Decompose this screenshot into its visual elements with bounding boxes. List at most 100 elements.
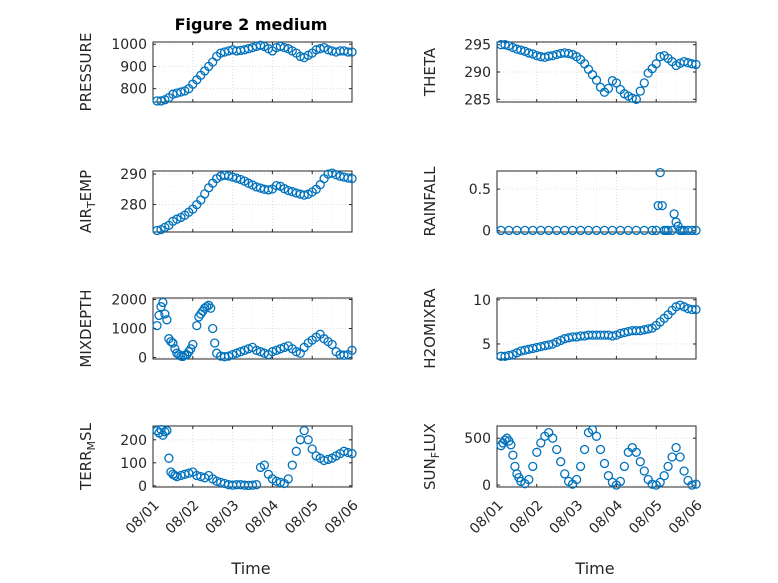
data-point: [287, 187, 297, 197]
data-point: [528, 461, 538, 472]
data-point: [639, 78, 649, 88]
data-point: [691, 225, 701, 236]
data-point: [651, 59, 661, 69]
y-axis-label: MIXDEPTH: [77, 289, 95, 367]
y-tick-label: 0: [482, 478, 491, 494]
data-point: [299, 425, 309, 436]
y-tick-label: 900: [120, 59, 147, 75]
x-tick-label: 08/04: [586, 497, 626, 537]
y-axis-label-rest: EMP: [77, 170, 95, 201]
data-point: [156, 302, 166, 312]
y-axis-label-rest: LUX: [421, 423, 439, 452]
x-tick-label: 08/01: [467, 497, 507, 537]
data-point: [663, 225, 673, 236]
subplot-6: 5 10 H2OMIXRA: [421, 288, 701, 369]
data-point: [271, 180, 282, 191]
data-point: [291, 446, 301, 456]
data-point: [679, 466, 689, 476]
data-point: [659, 471, 669, 481]
data-point: [687, 225, 697, 236]
x-tick-label: 08/03: [203, 497, 243, 537]
data-point: [591, 75, 602, 85]
data-point: [152, 320, 162, 331]
data-point: [691, 304, 701, 315]
data-point: [506, 440, 516, 450]
data-point: [275, 477, 286, 488]
data-point: [227, 349, 238, 360]
data-point: [158, 297, 168, 308]
data-point: [307, 444, 317, 454]
data-point: [524, 474, 534, 485]
data-point: [575, 461, 586, 472]
data-point: [500, 40, 510, 50]
y-axis-label: THETA: [421, 47, 439, 97]
data-point: [227, 172, 238, 182]
data-point: [653, 200, 663, 211]
axes-box: [152, 41, 353, 103]
data-point: [508, 42, 518, 53]
data-point: [263, 185, 274, 195]
figure-title: Figure 2 medium: [175, 15, 328, 34]
data-point: [168, 338, 178, 348]
data-point: [223, 351, 234, 361]
data-point: [611, 78, 622, 88]
y-tick-label: 290: [120, 167, 147, 183]
data-point: [631, 447, 641, 457]
data-point: [271, 345, 282, 355]
data-point: [206, 303, 216, 313]
data-point: [667, 452, 677, 462]
data-point: [156, 96, 166, 106]
data-point: [623, 225, 633, 236]
y-tick-label: 10: [473, 293, 491, 309]
data-point: [599, 458, 610, 469]
x-tick-label: 08/02: [163, 497, 203, 537]
data-point: [528, 49, 538, 59]
data-point: [516, 45, 526, 55]
x-tick-label: 08/06: [322, 497, 362, 537]
data-point: [287, 460, 297, 470]
data-point: [231, 348, 242, 358]
data-point: [687, 480, 697, 490]
data-point: [283, 474, 293, 484]
data-point: [548, 433, 558, 443]
data-point: [544, 340, 554, 350]
data-point: [631, 94, 641, 104]
y-axis-label: H2OMIXRA: [421, 288, 439, 369]
data-point: [595, 444, 606, 455]
subplot-1: 800 900 1000 PRESSURE: [77, 33, 357, 111]
data-point: [655, 167, 665, 178]
y-tick-label: 2000: [111, 292, 147, 308]
y-tick-label: 100: [120, 456, 147, 472]
data-point: [154, 310, 164, 321]
data-point: [176, 87, 186, 97]
axes-box: [152, 170, 353, 233]
data-point: [663, 461, 673, 472]
y-axis-label: SUNFLUX: [421, 423, 442, 490]
x-axis-label-right: Time: [574, 559, 614, 578]
y-tick-label: 1000: [111, 37, 147, 53]
data-point: [587, 70, 598, 80]
data-point: [267, 347, 278, 357]
data-point: [299, 190, 309, 200]
subplot-4: 0 0.5 RAINFALL: [421, 166, 701, 239]
data-point: [504, 350, 514, 361]
data-point: [532, 447, 542, 457]
data-point: [687, 59, 697, 69]
data-point: [162, 425, 172, 436]
x-tick-label: 08/01: [123, 497, 163, 537]
data-point: [166, 336, 176, 347]
data-point: [283, 185, 293, 196]
y-tick-label: 0.5: [469, 182, 491, 198]
data-point: [627, 93, 637, 103]
data-point: [603, 83, 614, 94]
y-axis-label-sub: M: [85, 441, 98, 451]
subplot-2: 285 290 295 THETA: [421, 38, 701, 108]
data-point: [669, 209, 679, 219]
data-point: [184, 347, 194, 357]
y-tick-label: 295: [464, 38, 491, 54]
data-point: [691, 479, 701, 489]
data-point: [251, 480, 262, 490]
data-point: [327, 168, 337, 178]
data-point: [583, 64, 594, 74]
data-point: [323, 454, 333, 465]
